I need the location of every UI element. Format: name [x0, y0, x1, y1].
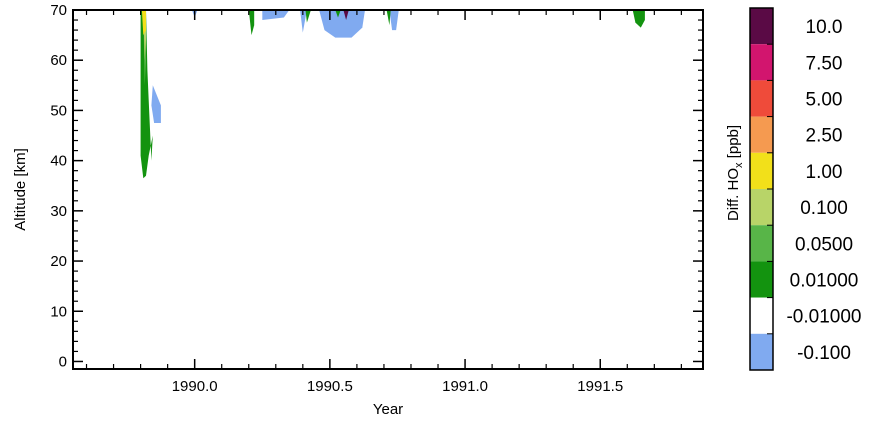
- x-tick-label: 1990.5: [307, 378, 353, 395]
- contour-region-10: [386, 10, 391, 26]
- y-tick-label: 30: [50, 203, 67, 220]
- colorbar-label: 0.100: [800, 198, 848, 219]
- y-axis: 0 10 20 30 40 50 60 70: [50, 2, 703, 370]
- contour-region-8: [305, 10, 311, 23]
- x-axis-title: Year: [373, 401, 403, 418]
- colorbar-swatch: [750, 44, 773, 81]
- contour-region-3: [319, 10, 365, 38]
- colorbar-swatch: [750, 80, 773, 117]
- contour-region-2: [300, 10, 307, 33]
- y-tick-label: 70: [50, 2, 67, 19]
- contour-region-15: [343, 10, 349, 20]
- colorbar-label: 0.01000: [790, 271, 859, 292]
- colorbar-label: 7.50: [806, 53, 843, 74]
- y-tick-label: 60: [50, 52, 67, 69]
- y-tick-label: 20: [50, 253, 67, 270]
- x-axis: 1990.0 1990.5 1991.0 1991.5: [85, 10, 682, 395]
- colorbar-title-sub: x: [733, 162, 745, 168]
- colorbar-swatch: [750, 261, 773, 298]
- plot-regions: [140, 10, 645, 179]
- colorbar-title: Diff. HOx [ppb]: [725, 125, 745, 221]
- colorbar-title-suffix: [ppb]: [725, 125, 742, 163]
- colorbar-label: -0.100: [797, 343, 851, 364]
- x-tick-label: 1991.0: [442, 378, 488, 395]
- colorbar-label: 0.0500: [795, 234, 853, 255]
- y-tick-label: 0: [59, 353, 67, 370]
- contour-region-4: [389, 10, 399, 31]
- colorbar-swatch: [750, 333, 773, 370]
- y-tick-label: 40: [50, 153, 67, 170]
- contour-region-5: [151, 85, 161, 123]
- colorbar-label: 1.00: [806, 162, 843, 183]
- y-tick-label: 10: [50, 303, 67, 320]
- colorbar-swatch: [750, 225, 773, 262]
- colorbar-swatch: [750, 152, 773, 189]
- contour-region-9: [335, 10, 341, 18]
- plot-frame: [72, 9, 704, 370]
- y-axis-title: Altitude [km]: [12, 148, 29, 231]
- colorbar-swatch: [750, 116, 773, 153]
- contour-region-7: [248, 10, 255, 36]
- colorbar-label: 2.50: [806, 126, 843, 147]
- contour-region-14: [141, 10, 146, 36]
- colorbar: 10.0 7.50 5.00 2.50 1.00 0.100 0.0500 0.01000 -0…: [749, 7, 862, 371]
- colorbar-label: -0.01000: [786, 307, 861, 328]
- contour-region-11: [632, 10, 645, 28]
- contour-region-6: [140, 10, 153, 179]
- colorbar-title-prefix: Diff. HO: [725, 168, 742, 221]
- colorbar-swatch: [750, 297, 773, 334]
- colorbar-frame: [749, 7, 774, 371]
- x-tick-label: 1990.0: [172, 378, 218, 395]
- y-tick-label: 50: [50, 102, 67, 119]
- colorbar-label: 5.00: [806, 90, 843, 111]
- colorbar-swatch: [750, 189, 773, 226]
- colorbar-swatch: [750, 8, 773, 45]
- x-tick-label: 1991.5: [577, 378, 623, 395]
- colorbar-label: 10.0: [806, 17, 843, 38]
